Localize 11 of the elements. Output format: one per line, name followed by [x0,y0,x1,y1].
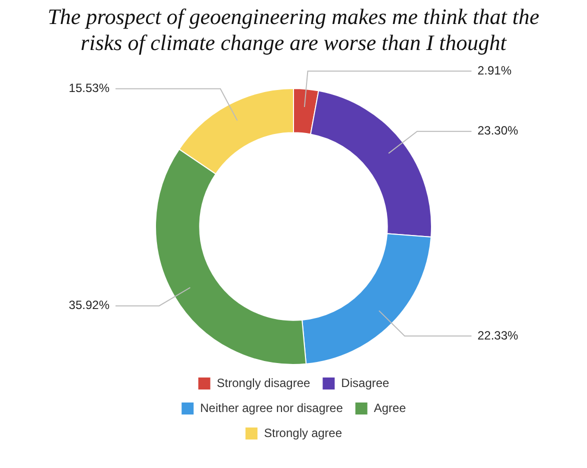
legend-label: Agree [374,400,406,415]
legend-label: Disagree [341,376,390,390]
legend-label: Strongly disagree [216,376,311,390]
legend-label: Strongly agree [264,426,342,440]
chart-title: The prospect of geoengineering makes me think that the risks of climate change are worse than I thought [46,3,540,57]
data-label: 2.91% [478,63,512,78]
legend-label: Neither agree nor disagree [200,400,344,415]
data-label: 23.30% [478,124,519,138]
data-label: 22.33% [478,328,519,342]
data-label: 35.92% [68,298,110,312]
data-label: 15.53% [68,81,110,96]
